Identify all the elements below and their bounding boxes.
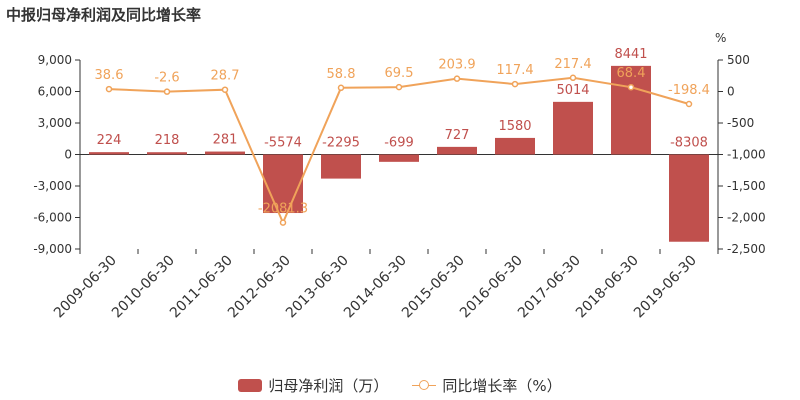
bar-value-label: 224 xyxy=(97,133,122,148)
y-right-tick-label: -2,500 xyxy=(727,242,766,256)
y-left-tick-label: 9,000 xyxy=(38,53,72,67)
bar xyxy=(553,101,593,155)
y-left-tick-label: -3,000 xyxy=(33,179,72,193)
legend-bar-label: 归母净利润（万） xyxy=(268,376,389,395)
growth-point xyxy=(337,84,345,92)
y-left-tick-label: -6,000 xyxy=(33,211,72,225)
y-right-tick-label: 500 xyxy=(727,53,750,67)
bar xyxy=(669,154,709,242)
bar-value-label: 281 xyxy=(213,133,238,148)
growth-value-label: 28.7 xyxy=(211,69,240,84)
bar xyxy=(89,152,129,155)
bar xyxy=(437,146,477,155)
y-left-tick-label: 3,000 xyxy=(38,116,72,130)
legend-item-bar[interactable]: 归母净利润（万） xyxy=(238,375,388,396)
growth-point xyxy=(569,74,577,82)
growth-value-label: 117.4 xyxy=(496,63,533,78)
bar xyxy=(147,152,187,155)
growth-point xyxy=(685,100,693,108)
growth-value-label: 38.6 xyxy=(95,68,124,83)
legend-bar-swatch xyxy=(238,378,263,392)
growth-point xyxy=(453,75,461,82)
bar xyxy=(611,65,651,155)
bar-value-label: -699 xyxy=(384,136,414,151)
growth-value-label: 69.5 xyxy=(385,66,414,81)
legend-item-line[interactable]: 同比增长率（%） xyxy=(412,375,562,396)
bar-value-label: -5574 xyxy=(264,136,302,151)
y-right-tick-label: -1,500 xyxy=(727,179,766,193)
bar xyxy=(321,154,361,179)
growth-value-label: -2.6 xyxy=(154,71,179,86)
bar-value-label: 8441 xyxy=(614,47,647,62)
growth-point xyxy=(627,83,635,91)
growth-value-label: -198.4 xyxy=(668,83,710,98)
growth-point xyxy=(395,83,403,91)
growth-value-label: 203.9 xyxy=(438,58,475,73)
growth-point xyxy=(221,86,229,93)
bar-value-label: 727 xyxy=(445,128,470,143)
legend-line-label: 同比增长率（%） xyxy=(442,376,562,395)
chart-title: 中报归母净利润及同比增长率 xyxy=(6,6,202,24)
y-right-tick-label: -500 xyxy=(727,116,754,130)
growth-value-label: -2081.3 xyxy=(258,202,308,217)
y-right-tick-label: -1,000 xyxy=(727,148,766,162)
bar-value-label: 1580 xyxy=(498,119,531,134)
chart-legend: 归母净利润（万） 同比增长率（%） xyxy=(0,374,800,396)
y-left-tick-label: 0 xyxy=(64,148,72,162)
bar xyxy=(205,151,245,155)
bar xyxy=(379,154,419,162)
growth-point xyxy=(105,85,113,93)
bar-value-label: 5014 xyxy=(556,83,589,98)
bar xyxy=(495,137,535,155)
bar-value-label: 218 xyxy=(155,133,180,148)
legend-line-swatch xyxy=(412,379,437,392)
growth-value-label: 217.4 xyxy=(554,57,591,72)
growth-value-label: 68.4 xyxy=(617,66,646,81)
bar-value-label: -2295 xyxy=(322,136,360,151)
y-right-tick-label: -2,000 xyxy=(727,211,766,225)
x-tick-label: 2019-06-30 xyxy=(631,253,700,322)
growth-point xyxy=(163,88,171,95)
growth-point xyxy=(279,219,287,226)
growth-value-label: 58.8 xyxy=(327,67,356,82)
y-right-unit-label: % xyxy=(715,31,726,45)
y-left-tick-label: -9,000 xyxy=(33,242,72,256)
growth-point xyxy=(511,80,519,88)
bar-value-label: -8308 xyxy=(670,136,708,151)
bar xyxy=(263,154,303,214)
y-right-tick-label: 0 xyxy=(727,85,735,99)
y-left-tick-label: 6,000 xyxy=(38,85,72,99)
